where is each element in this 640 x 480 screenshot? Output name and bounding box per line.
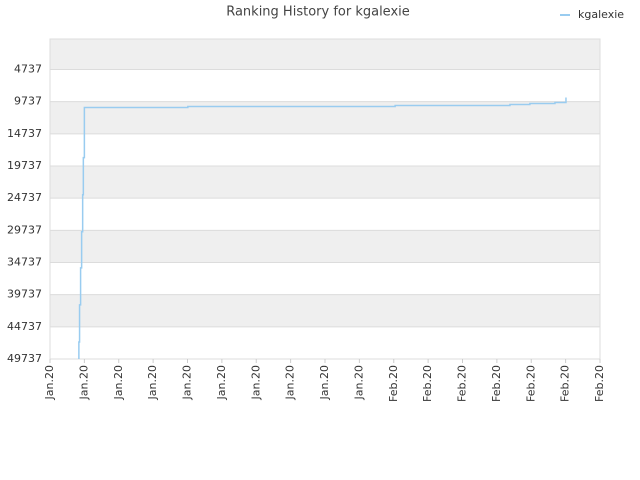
x-tick-label: Jan.20 — [181, 365, 194, 400]
x-tick-label: Jan.20 — [43, 365, 56, 400]
y-tick-label: 49737 — [7, 352, 42, 365]
y-tick-label: 9737 — [14, 95, 42, 108]
x-tick-label: Feb.20 — [456, 365, 469, 402]
plot-band — [50, 39, 600, 70]
plot-band — [50, 133, 600, 166]
line — [78, 97, 567, 359]
plot-band — [50, 294, 600, 327]
plot-band — [50, 198, 600, 231]
y-tick-label: 14737 — [7, 127, 42, 140]
y-tick-label: 24737 — [7, 191, 42, 204]
y-tick-label: 44737 — [7, 320, 42, 333]
y-tick-label: 29737 — [7, 223, 42, 236]
x-tick-label: Feb.20 — [559, 365, 572, 402]
y-tick-label: 4737 — [14, 62, 42, 75]
x-tick-label: Feb.20 — [490, 365, 503, 402]
x-tick-label: Feb.20 — [593, 365, 606, 402]
x-tick-label: Jan.20 — [352, 365, 365, 400]
y-tick-label: 34737 — [7, 255, 42, 268]
x-tick-label: Feb.20 — [421, 365, 434, 402]
plot-band — [50, 230, 600, 263]
plot-band — [50, 165, 600, 199]
x-tick-label: Jan.20 — [318, 365, 331, 400]
y-tick-label: 39737 — [7, 288, 42, 301]
x-tick-label: Jan.20 — [215, 365, 228, 400]
plot-band — [50, 326, 600, 359]
x-tick-label: Feb.20 — [387, 365, 400, 402]
x-tick-label: Jan.20 — [249, 365, 262, 400]
y-tick-label: 19737 — [7, 159, 42, 172]
plot-band — [50, 69, 600, 102]
x-tick-label: Feb.20 — [524, 365, 537, 402]
plot-band — [50, 262, 600, 295]
x-tick-label: Jan.20 — [77, 365, 90, 400]
x-tick-label: Jan.20 — [284, 365, 297, 400]
x-tick-label: Jan.20 — [112, 365, 125, 400]
chart-title: Ranking History for kgalexie — [226, 5, 410, 20]
x-tick-label: Jan.20 — [146, 365, 159, 400]
legend-label: kgalexie — [578, 8, 624, 21]
